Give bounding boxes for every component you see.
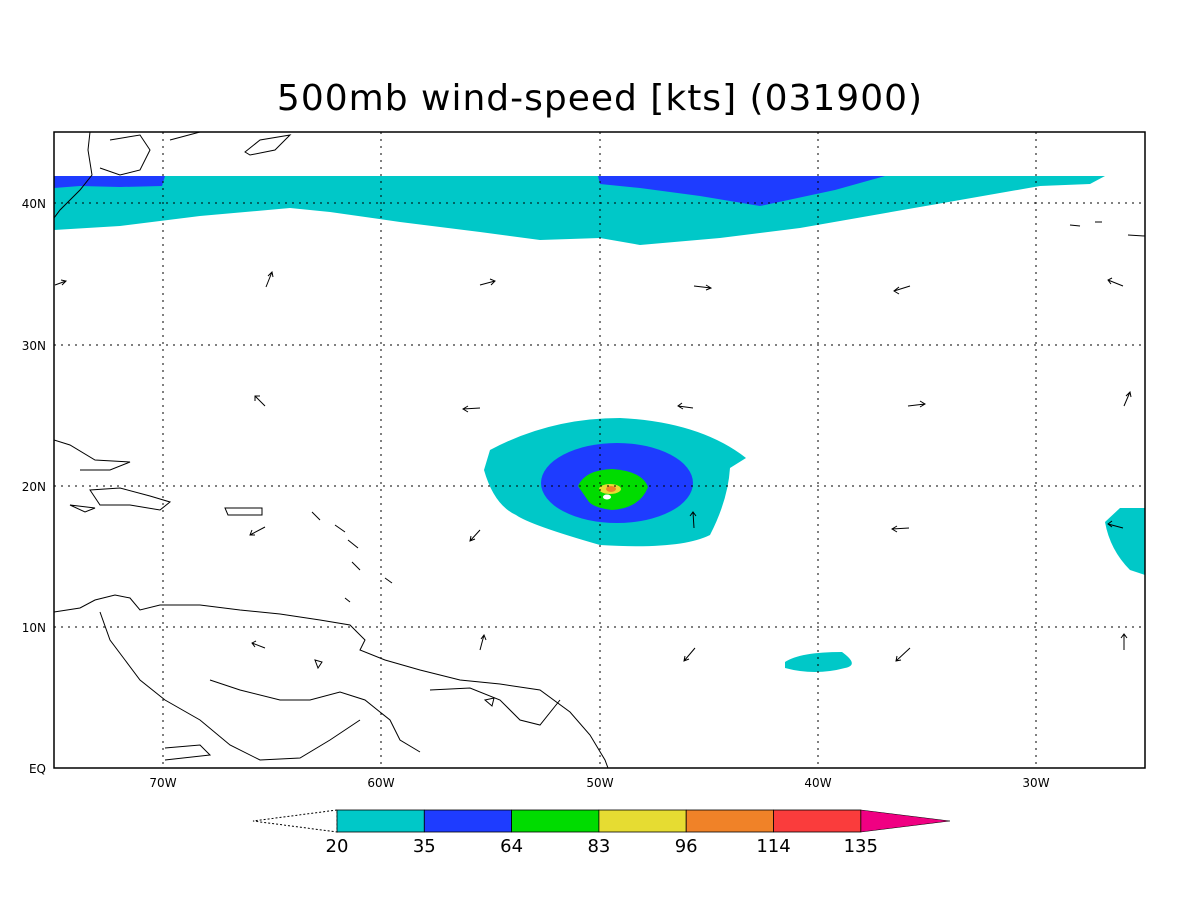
wind-vector: [895, 647, 911, 662]
wind-vector: [254, 395, 266, 407]
coastlines: [54, 132, 1145, 768]
wind-vector: [54, 279, 68, 286]
jet-core-35: [598, 176, 885, 206]
x-tick-label: 60W: [367, 776, 394, 790]
wind-vector: [683, 647, 696, 662]
colorbar: 20 35 64 83 96 114 135: [252, 809, 951, 857]
wind-vector: [1107, 520, 1124, 529]
colorbar-label: 20: [326, 836, 349, 857]
jet-band-20: [54, 176, 1105, 245]
wind-vector: [479, 278, 496, 286]
colorbar-box: [511, 809, 600, 833]
wind-vector: [693, 284, 713, 291]
wind-vector: [265, 270, 274, 288]
wind-vector: [251, 640, 266, 649]
x-tick-label: 50W: [586, 776, 613, 790]
wind-vector: [1123, 390, 1132, 407]
wind-vector: [907, 400, 926, 408]
jamaica-coast: [69, 504, 96, 513]
wind-vector: [1107, 277, 1124, 287]
colorbar-box: [773, 809, 862, 833]
colorbar-label: 96: [675, 836, 698, 857]
wind-vector: [689, 511, 697, 529]
wind-vector: [462, 405, 481, 413]
contour-fills: [54, 176, 1145, 672]
wind-vector: [677, 402, 694, 410]
x-axis-ticks: 70W 60W 50W 40W 30W: [149, 776, 1049, 790]
wind-vector: [249, 526, 266, 536]
jet-west-35: [54, 176, 165, 188]
colorbar-box: [598, 809, 687, 833]
wind-vector: [469, 529, 481, 542]
cuba-coast: [54, 439, 131, 471]
colorbar-label: 114: [756, 836, 790, 857]
wind-vectors: [54, 270, 1132, 662]
colorbar-over-triangle: [860, 809, 951, 833]
colorbar-label: 35: [413, 836, 436, 857]
patch-south: [785, 652, 852, 672]
colorbar-label: 64: [500, 836, 523, 857]
x-tick-label: 40W: [804, 776, 831, 790]
wind-vector: [1120, 633, 1128, 650]
south-america-coast: [54, 594, 609, 768]
y-axis-ticks: 40N 30N 20N 10N EQ: [22, 197, 46, 776]
wind-vector: [893, 285, 911, 295]
colorbar-label: 135: [844, 836, 878, 857]
graticule: [54, 132, 1145, 768]
patch-east: [1105, 508, 1145, 575]
y-tick-label: 30N: [22, 339, 46, 353]
wind-vector: [891, 525, 910, 533]
storm-eye: [603, 494, 611, 500]
y-tick-label: 40N: [22, 197, 46, 211]
puerto-rico-coast: [224, 507, 263, 516]
x-tick-label: 70W: [149, 776, 176, 790]
colorbar-box: [423, 809, 512, 833]
storm-band-96: [606, 486, 616, 492]
plot-frame: [53, 131, 1146, 769]
colorbar-under-triangle: [252, 809, 338, 833]
wind-vector: [479, 633, 487, 651]
x-tick-label: 30W: [1022, 776, 1049, 790]
colorbar-box: [685, 809, 774, 833]
hispaniola-coast: [89, 487, 172, 511]
colorbar-box: [336, 809, 425, 833]
y-tick-label: EQ: [29, 762, 46, 776]
colorbar-label: 83: [587, 836, 610, 857]
chart-title: 500mb wind-speed [kts] (031900): [276, 78, 924, 119]
y-tick-label: 20N: [22, 480, 46, 494]
y-tick-label: 10N: [22, 621, 46, 635]
north-america-coast: [54, 132, 93, 219]
